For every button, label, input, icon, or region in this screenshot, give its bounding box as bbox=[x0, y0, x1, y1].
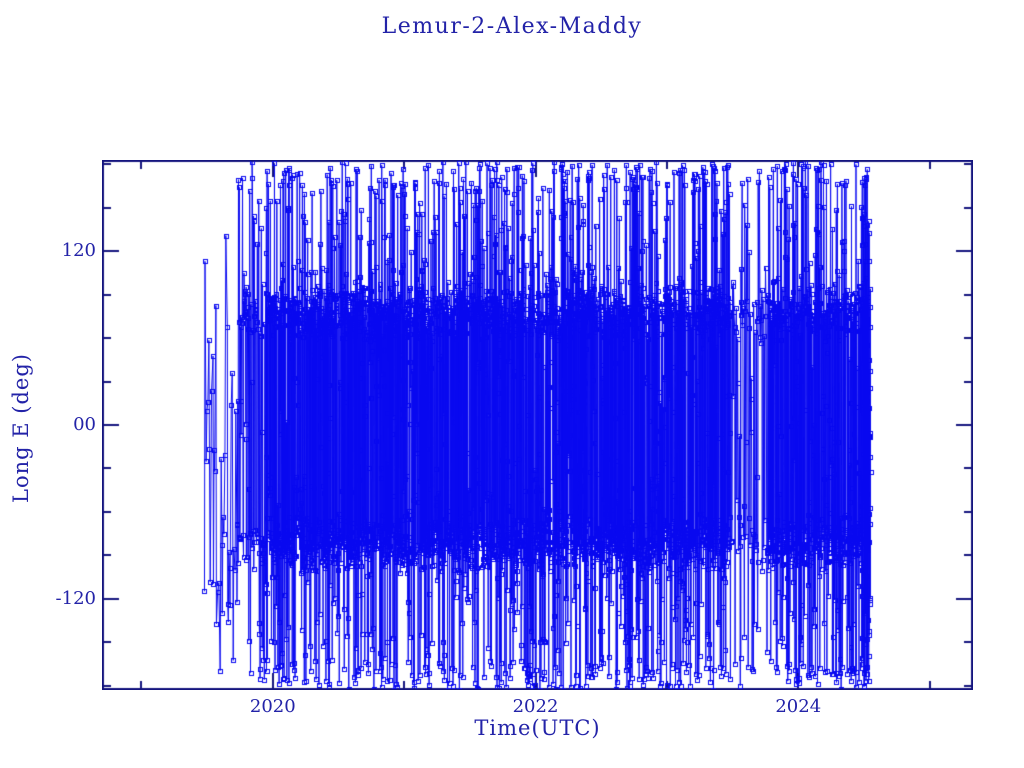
x-tick-label: 2022 bbox=[512, 696, 559, 717]
x-tick-label: 2024 bbox=[775, 696, 822, 717]
chart-title: Lemur-2-Alex-Maddy bbox=[381, 14, 643, 39]
x-axis-title: Time(UTC) bbox=[474, 716, 601, 740]
y-tick-label: -120 bbox=[55, 587, 96, 609]
plot-canvas bbox=[102, 160, 973, 690]
y-tick-label: 00 bbox=[73, 414, 96, 435]
x-tick-label: 2020 bbox=[249, 696, 296, 717]
y-tick-label: 120 bbox=[61, 240, 96, 262]
